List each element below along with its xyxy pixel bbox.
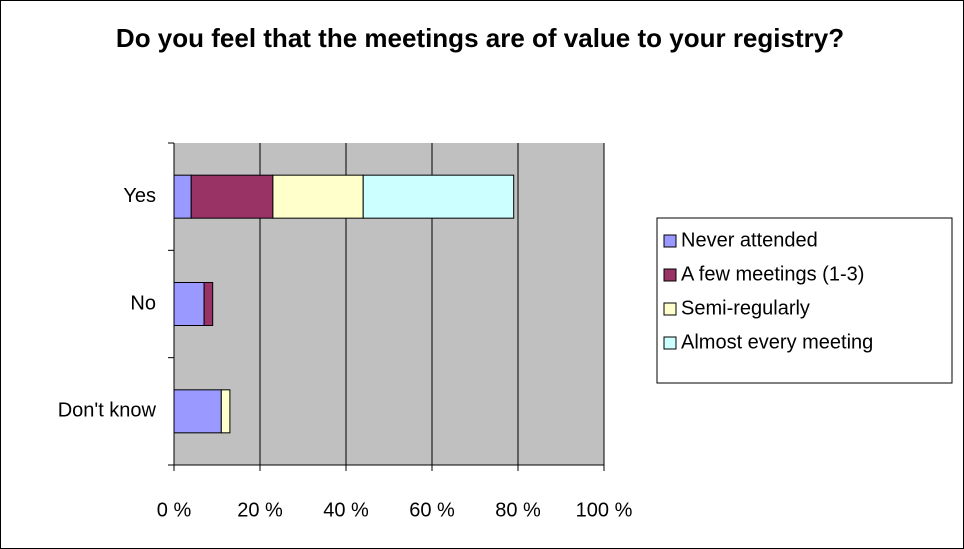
x-tick-label: 60 % bbox=[409, 499, 455, 521]
legend-swatch bbox=[663, 268, 677, 282]
y-tick-label: Yes bbox=[123, 185, 156, 207]
bar-segment bbox=[173, 174, 192, 219]
legend-label: Semi-regularly bbox=[681, 297, 810, 319]
x-tick-label: 80 % bbox=[495, 499, 541, 521]
legend-swatch bbox=[663, 302, 677, 316]
legend-label: A few meetings (1-3) bbox=[681, 263, 864, 285]
x-tick-label: 40 % bbox=[323, 499, 369, 521]
x-tick-label: 20 % bbox=[237, 499, 283, 521]
bar-segment bbox=[173, 389, 222, 434]
x-tick-label: 0 % bbox=[157, 499, 192, 521]
bar-segment bbox=[220, 389, 231, 434]
bar-segment bbox=[190, 174, 274, 219]
legend-label: Almost every meeting bbox=[681, 331, 873, 353]
legend-label: Never attended bbox=[681, 229, 818, 251]
bar-segment bbox=[203, 282, 214, 326]
bar-segment bbox=[362, 174, 515, 219]
y-tick-label: No bbox=[130, 292, 156, 314]
bar-segment bbox=[272, 174, 364, 219]
y-tick-label: Don't know bbox=[58, 400, 157, 422]
legend-swatch bbox=[663, 234, 677, 248]
legend-swatch bbox=[663, 336, 677, 350]
chart-title: Do you feel that the meetings are of val… bbox=[115, 23, 845, 53]
x-tick-label: 100 % bbox=[576, 499, 633, 521]
legend-box bbox=[656, 217, 953, 384]
bar-segment bbox=[173, 282, 205, 326]
